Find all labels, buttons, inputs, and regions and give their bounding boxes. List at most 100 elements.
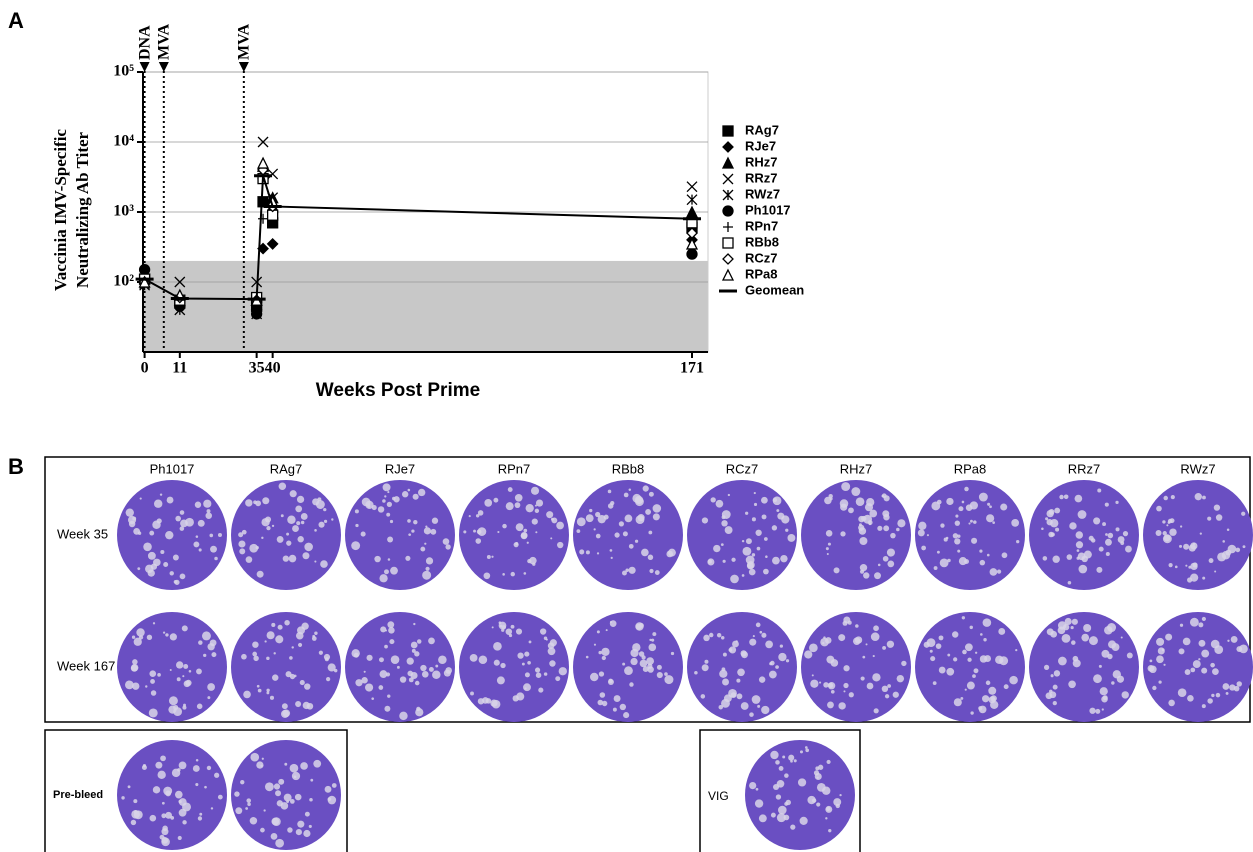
plaque xyxy=(590,673,598,681)
plaque xyxy=(743,547,752,556)
plaque xyxy=(374,556,380,562)
plaque xyxy=(1044,665,1049,670)
plaque xyxy=(515,502,521,508)
plaque xyxy=(559,667,567,675)
plaque xyxy=(532,563,535,566)
plaque xyxy=(787,534,795,542)
plaque xyxy=(664,675,673,684)
plaque xyxy=(275,790,281,796)
plaque xyxy=(551,518,557,524)
plaque xyxy=(707,558,714,565)
plaque xyxy=(755,530,761,536)
plaque xyxy=(281,710,289,718)
plaque xyxy=(136,628,144,636)
column-label: RWz7 xyxy=(1180,461,1215,476)
data-point xyxy=(258,158,268,168)
plaque xyxy=(153,622,155,624)
plaque xyxy=(893,692,899,698)
plaque xyxy=(531,487,539,495)
plaque xyxy=(970,520,973,523)
plaque xyxy=(756,788,759,791)
row-label: Week 167 xyxy=(57,658,115,673)
plaque xyxy=(1076,531,1083,538)
plaque xyxy=(271,818,279,826)
plaque xyxy=(148,552,156,560)
plaque xyxy=(266,691,269,694)
plaque xyxy=(721,543,724,546)
plaque xyxy=(535,531,537,533)
plaque xyxy=(183,664,188,669)
plaque xyxy=(372,505,377,510)
plaque xyxy=(303,830,310,837)
plaque xyxy=(387,621,394,628)
plaque xyxy=(292,525,299,532)
plaque xyxy=(804,650,812,658)
plaque xyxy=(1156,506,1162,512)
plaque xyxy=(657,665,662,670)
plaque xyxy=(1193,660,1201,668)
plaque xyxy=(413,520,417,524)
plaque xyxy=(953,533,958,538)
plaque xyxy=(825,637,831,643)
plaque xyxy=(671,652,674,655)
plaque xyxy=(134,638,142,646)
plaque xyxy=(897,675,904,682)
plaque xyxy=(265,516,271,522)
plaque xyxy=(182,675,184,677)
plaque xyxy=(772,525,777,530)
plaque xyxy=(934,566,938,570)
plaque xyxy=(620,704,626,710)
plaque xyxy=(153,559,161,567)
plaque xyxy=(265,782,274,791)
plaque xyxy=(649,639,651,641)
plaque xyxy=(849,692,854,697)
plate xyxy=(915,480,1025,590)
plaque xyxy=(746,538,752,544)
plaque xyxy=(1102,522,1106,526)
plaque xyxy=(742,574,745,577)
plaque xyxy=(387,491,389,493)
column-label: RCz7 xyxy=(726,461,759,476)
plaque xyxy=(178,800,181,803)
plaque xyxy=(397,666,400,669)
plaque xyxy=(415,681,420,686)
plaque xyxy=(946,498,953,505)
plaque xyxy=(1072,619,1078,625)
plaque xyxy=(1100,687,1108,695)
plaque xyxy=(443,538,450,545)
plaque xyxy=(389,639,394,644)
plaque xyxy=(199,548,202,551)
plaque xyxy=(544,672,547,675)
plaque xyxy=(445,544,450,549)
plaque xyxy=(1178,688,1187,697)
plaque xyxy=(182,625,188,631)
plaque xyxy=(1073,659,1081,667)
plaque xyxy=(1183,638,1191,646)
plaque xyxy=(275,839,284,848)
plaque xyxy=(1207,517,1211,521)
plaque xyxy=(649,492,654,497)
plaque xyxy=(778,653,786,661)
plaque xyxy=(1235,548,1240,553)
plaque xyxy=(253,656,258,661)
plaque xyxy=(622,663,625,666)
plaque xyxy=(235,807,242,814)
plaque xyxy=(1211,694,1214,697)
plaque xyxy=(295,701,301,707)
plaque xyxy=(402,491,408,497)
plaque xyxy=(828,683,833,688)
plaque xyxy=(843,690,845,692)
plaque xyxy=(180,574,186,580)
plaque xyxy=(177,768,180,771)
plaque xyxy=(647,666,653,672)
plaque xyxy=(1041,528,1044,531)
plaque xyxy=(486,698,491,703)
plaque xyxy=(169,696,178,705)
plaque xyxy=(494,660,500,666)
plaque xyxy=(960,697,963,700)
plaque xyxy=(780,644,783,647)
plaque xyxy=(314,632,317,635)
plaque xyxy=(1077,549,1080,552)
plaque xyxy=(250,817,257,824)
plaque xyxy=(643,485,649,491)
